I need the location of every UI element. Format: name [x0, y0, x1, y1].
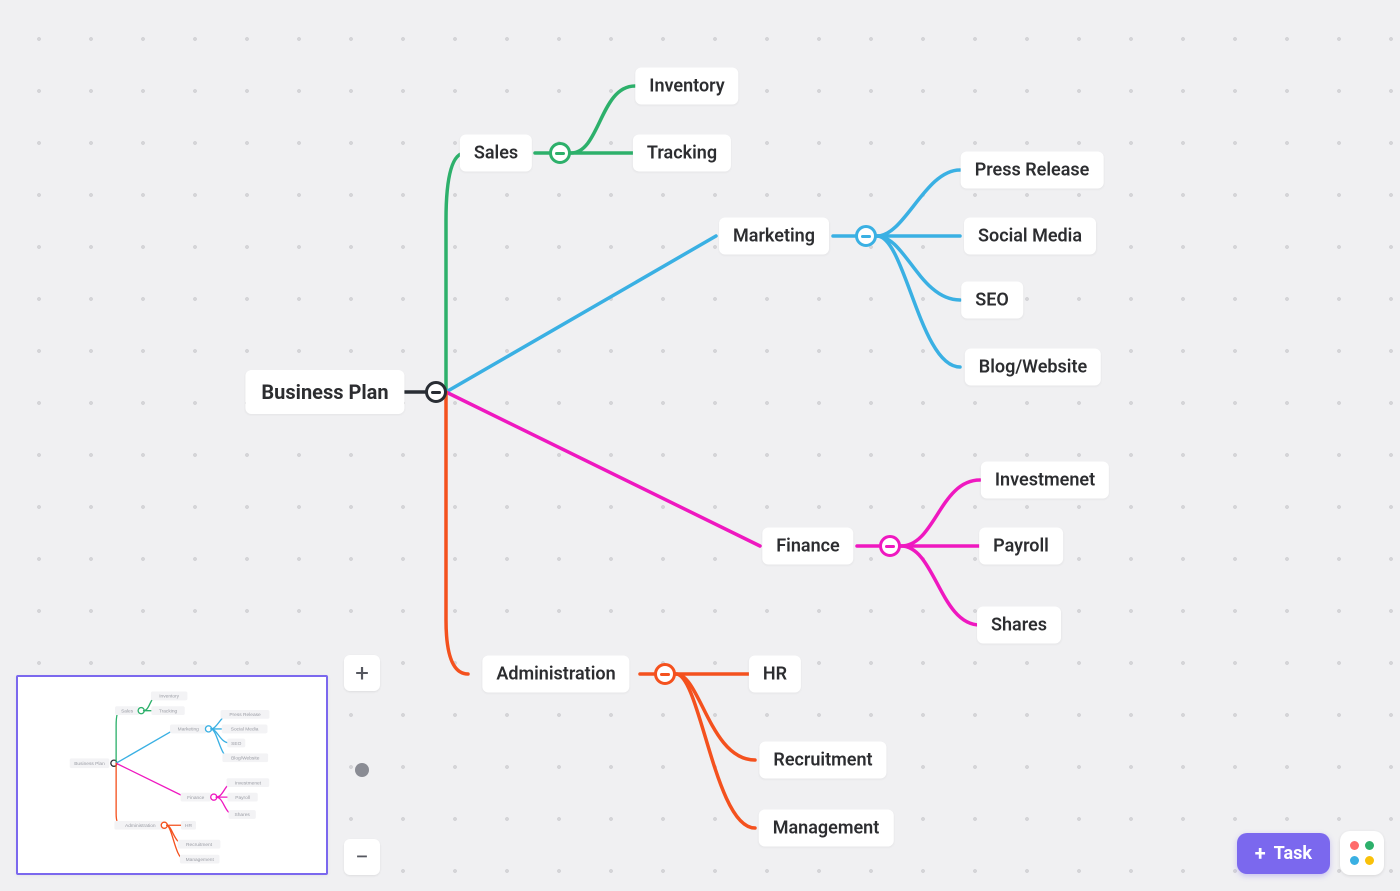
node-blog[interactable]: Blog/Website: [965, 349, 1101, 386]
node-finance[interactable]: Finance: [762, 528, 853, 565]
svg-text:SEO: SEO: [231, 741, 241, 747]
svg-text:Business Plan: Business Plan: [74, 761, 105, 767]
node-admin[interactable]: Administration: [482, 656, 629, 693]
apps-button[interactable]: [1340, 831, 1384, 875]
node-manage[interactable]: Management: [759, 810, 894, 847]
node-tracking[interactable]: Tracking: [633, 135, 731, 172]
toggle-finance[interactable]: [879, 535, 901, 557]
node-social[interactable]: Social Media: [964, 218, 1096, 255]
svg-text:Shares: Shares: [235, 812, 251, 818]
svg-text:HR: HR: [185, 823, 192, 829]
svg-text:Finance: Finance: [187, 795, 204, 801]
toggle-sales[interactable]: [549, 142, 571, 164]
node-shares[interactable]: Shares: [977, 607, 1061, 644]
node-inventory[interactable]: Inventory: [635, 68, 738, 105]
zoom-in-button[interactable]: +: [344, 655, 380, 691]
svg-text:Investmenet: Investmenet: [235, 780, 262, 786]
mindmap-canvas[interactable]: Business Plan Sales Inventory Tracking Marke…: [0, 0, 1400, 891]
svg-text:Payroll: Payroll: [235, 795, 250, 801]
zoom-controls: + −: [340, 655, 384, 875]
svg-text:Blog/Website: Blog/Website: [231, 755, 260, 761]
plus-icon: +: [1255, 843, 1266, 863]
minimap[interactable]: Business Plan Sales Inventory Tracking Marke…: [16, 675, 328, 875]
svg-text:Administration: Administration: [125, 823, 156, 829]
node-hr[interactable]: HR: [749, 656, 801, 693]
node-press[interactable]: Press Release: [961, 152, 1104, 189]
svg-text:Social Media: Social Media: [231, 727, 259, 733]
svg-text:Tracking: Tracking: [159, 708, 178, 714]
node-payroll[interactable]: Payroll: [979, 528, 1063, 565]
zoom-out-button[interactable]: −: [344, 839, 380, 875]
bottom-right-controls: + Task: [1237, 831, 1384, 875]
svg-text:Management: Management: [186, 857, 215, 863]
node-sales[interactable]: Sales: [460, 135, 532, 172]
svg-text:Marketing: Marketing: [178, 727, 200, 733]
zoom-level-indicator[interactable]: [355, 763, 369, 777]
svg-text:Recruitment: Recruitment: [186, 842, 213, 848]
task-button-label: Task: [1274, 843, 1312, 864]
node-marketing[interactable]: Marketing: [719, 218, 829, 255]
toggle-marketing[interactable]: [855, 225, 877, 247]
toggle-root[interactable]: [425, 381, 447, 403]
node-invest[interactable]: Investmenet: [981, 462, 1109, 499]
svg-text:Inventory: Inventory: [159, 694, 179, 700]
node-root[interactable]: Business Plan: [245, 370, 404, 414]
svg-text:Press Release: Press Release: [229, 712, 261, 718]
node-recruit[interactable]: Recruitment: [759, 742, 886, 779]
toggle-admin[interactable]: [654, 663, 676, 685]
node-seo[interactable]: SEO: [961, 282, 1023, 319]
svg-text:Sales: Sales: [121, 708, 134, 714]
new-task-button[interactable]: + Task: [1237, 833, 1330, 874]
